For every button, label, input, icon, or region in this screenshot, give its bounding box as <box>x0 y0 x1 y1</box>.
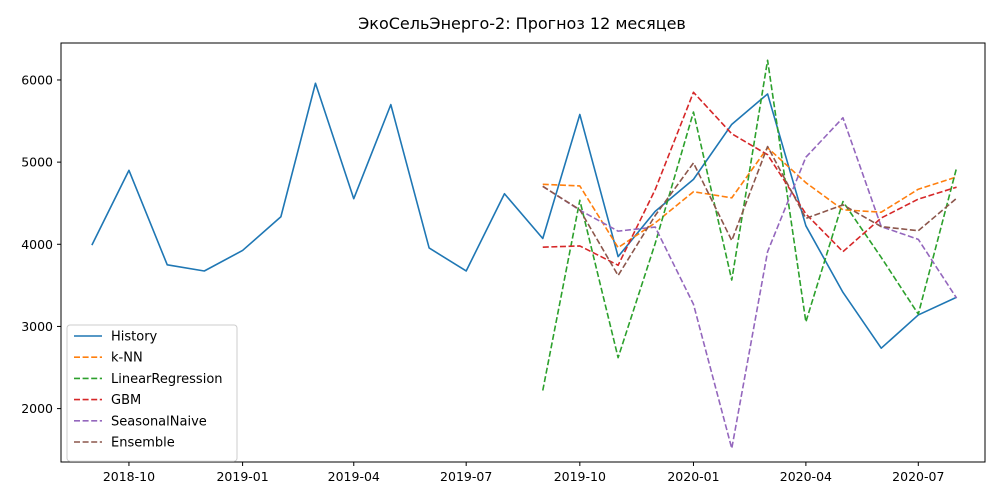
legend-label: Ensemble <box>111 436 175 451</box>
x-tick-label: 2020-07 <box>892 469 944 484</box>
x-tick-label: 2019-04 <box>328 469 380 484</box>
legend-label: k-NN <box>111 351 143 366</box>
x-tick-label: 2020-04 <box>780 469 832 484</box>
y-tick-label: 4000 <box>21 237 53 252</box>
series-line-k-nn <box>542 146 957 249</box>
y-tick-label: 6000 <box>21 72 53 87</box>
legend-label: History <box>111 330 158 345</box>
series-line-history <box>91 82 957 350</box>
legend-label: SeasonalNaive <box>111 414 207 429</box>
legend-box <box>66 324 238 462</box>
series-line-seasonalnaive <box>542 116 958 450</box>
y-tick-label: 2000 <box>21 401 53 416</box>
series-line-gbm <box>542 91 957 267</box>
legend-label: LinearRegression <box>111 372 223 387</box>
axes: 2018-10 2019-01 2019-04 2019-07 2019-10 2020-… <box>21 42 986 484</box>
axes-frame <box>60 42 986 463</box>
y-tick-label: 5000 <box>21 155 53 170</box>
x-tick-label: 2020-01 <box>667 469 719 484</box>
series-line-linearregression <box>541 59 958 391</box>
series-line-ensemble <box>542 145 958 277</box>
legend: History k-NN LinearRegression GBM SeasonalNa… <box>66 324 238 462</box>
x-tick-label: 2019-07 <box>440 469 492 484</box>
x-tick-label: 2018-10 <box>103 469 155 484</box>
legend-label: GBM <box>111 393 141 408</box>
x-tick-label: 2019-10 <box>554 469 606 484</box>
y-tick-label: 3000 <box>21 319 53 334</box>
plot-area <box>91 59 958 450</box>
x-tick-label: 2019-01 <box>216 469 268 484</box>
chart-title: ЭкоСельЭнерго-2: Прогноз 12 месяцев <box>358 14 686 33</box>
